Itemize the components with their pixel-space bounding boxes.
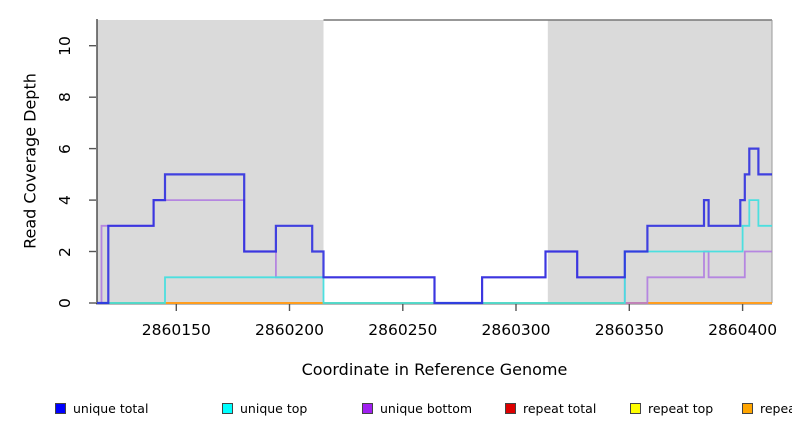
y-tick-label: 6: [56, 143, 74, 154]
y-tick-label: 0: [56, 298, 74, 308]
x-tick-label: 2860250: [368, 321, 438, 339]
series-line-unique-top: [97, 199, 772, 304]
y-axis-label: Read Coverage Depth: [20, 73, 40, 249]
legend-swatch-repeat-top: [630, 403, 641, 414]
legend-swatch-repeat-bottom: [742, 403, 753, 414]
legend-label: unique top: [240, 401, 308, 416]
legend-item-repeat-top: repeat top: [630, 401, 713, 416]
x-tick-label: 2860400: [708, 321, 778, 339]
legend-label: repeat top: [648, 401, 714, 416]
legend-item-repeat-bottom: repeat bottom: [742, 401, 792, 416]
shaded-region: [97, 20, 324, 303]
legend-item-unique-total: unique total: [55, 401, 148, 416]
x-tick-label: 2860300: [481, 321, 551, 339]
x-tick-label: 2860200: [254, 321, 325, 339]
legend-swatch-unique-bottom: [362, 403, 373, 414]
legend-swatch-unique-top: [222, 403, 233, 414]
legend-item-repeat-total: repeat total: [505, 401, 596, 416]
y-tick-label: 8: [56, 92, 74, 103]
legend-label: repeat total: [523, 401, 597, 416]
shaded-region: [547, 20, 772, 303]
x-tick-label: 2860350: [594, 321, 664, 339]
legend-label: repeat bottom: [760, 401, 792, 416]
legend-item-unique-bottom: unique bottom: [362, 401, 472, 416]
x-axis-label: Coordinate in Reference Genome: [301, 360, 568, 379]
x-tick-label: 2860150: [141, 321, 211, 339]
legend-swatch-unique-total: [55, 403, 66, 414]
legend: unique total unique top unique bottom repea…: [0, 398, 792, 424]
legend-label: unique bottom: [380, 401, 473, 416]
series-line-unique-total: [97, 147, 772, 305]
y-tick-label: 4: [56, 195, 74, 206]
y-tick-label: 2: [56, 246, 74, 257]
y-tick-label: 10: [56, 35, 74, 56]
legend-item-unique-top: unique top: [222, 401, 307, 416]
legend-label: unique total: [73, 401, 149, 416]
legend-swatch-repeat-total: [505, 403, 516, 414]
